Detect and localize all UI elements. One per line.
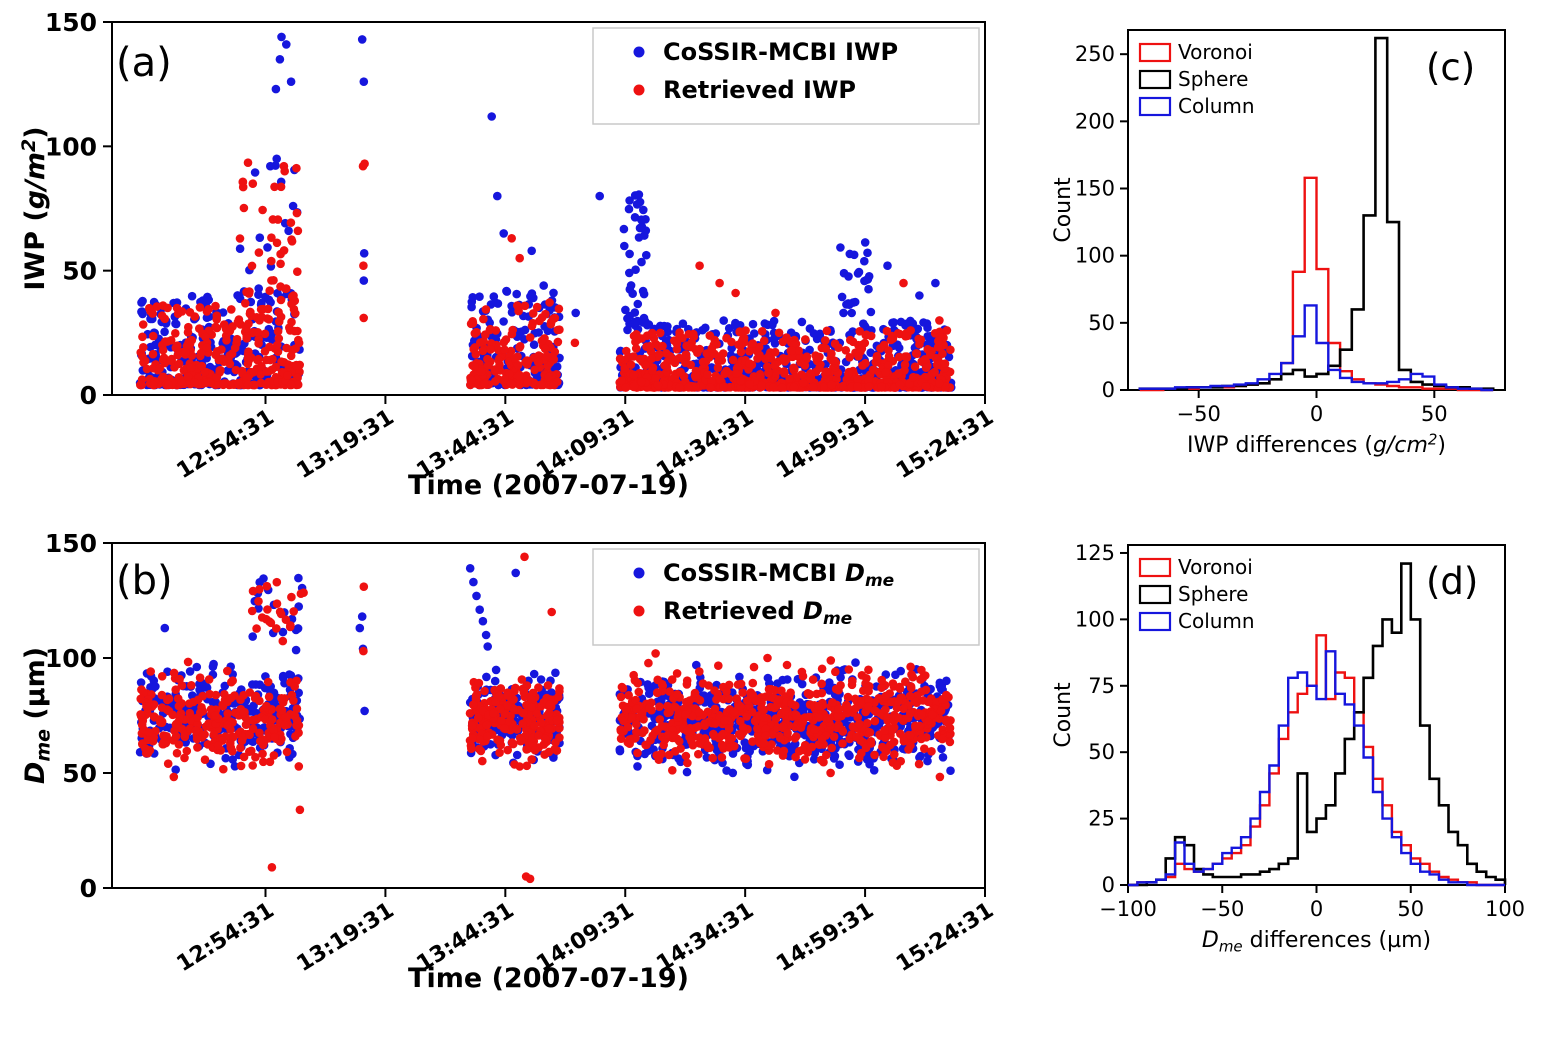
panel-a-points-red: [136, 158, 955, 392]
svg-text:100: 100: [1075, 607, 1115, 631]
svg-text:12:54:31: 12:54:31: [173, 405, 279, 484]
svg-text:Column: Column: [1178, 609, 1255, 633]
svg-text:IWP differences (g/cm2): IWP differences (g/cm2): [1187, 431, 1446, 459]
svg-text:Sphere: Sphere: [1178, 67, 1248, 91]
svg-text:14:59:31: 14:59:31: [772, 405, 878, 484]
svg-text:150: 150: [1075, 177, 1115, 201]
panel-d-axes: 0 25 50 75 100 125 −100 −50 0 50 100: [1075, 541, 1525, 921]
panel-d-series-sphere: [1128, 562, 1507, 887]
svg-text:−50: −50: [1177, 402, 1221, 426]
svg-text:12:54:31: 12:54:31: [173, 898, 279, 977]
svg-text:50: 50: [1421, 402, 1448, 426]
panel-b-points-red: [136, 552, 955, 884]
svg-text:13:19:31: 13:19:31: [293, 898, 399, 977]
svg-text:Retrieved Dme: Retrieved Dme: [663, 597, 852, 629]
panel-label-c: (c): [1426, 46, 1476, 89]
svg-text:50: 50: [62, 257, 97, 286]
svg-text:0: 0: [1102, 378, 1115, 402]
svg-text:75: 75: [1088, 674, 1115, 698]
svg-text:IWP (g/m2): IWP (g/m2): [18, 126, 51, 290]
svg-text:CoSSIR-MCBI IWP: CoSSIR-MCBI IWP: [663, 38, 898, 66]
svg-text:25: 25: [1088, 807, 1115, 831]
svg-text:Sphere: Sphere: [1178, 582, 1248, 606]
svg-text:50: 50: [62, 759, 97, 788]
svg-text:150: 150: [45, 529, 97, 558]
svg-text:150: 150: [45, 8, 97, 37]
svg-text:0: 0: [80, 381, 97, 410]
panel-b-legend: CoSSIR-MCBI Dme Retrieved Dme: [592, 548, 980, 646]
svg-text:Dme (µm): Dme (µm): [20, 647, 54, 784]
svg-text:Count: Count: [1051, 177, 1076, 243]
svg-text:Voronoi: Voronoi: [1178, 555, 1253, 579]
svg-text:0: 0: [1102, 873, 1115, 897]
svg-text:100: 100: [45, 644, 97, 673]
svg-text:250: 250: [1075, 42, 1115, 66]
svg-text:0: 0: [1310, 402, 1323, 426]
svg-text:100: 100: [1485, 897, 1525, 921]
panel-c-legend: Voronoi Sphere Column: [1138, 40, 1255, 118]
svg-text:0: 0: [1310, 897, 1323, 921]
panel-c: 0 50 100 150 200 250 −50 0 50 IWP differences (g/…: [1051, 29, 1506, 459]
svg-text:125: 125: [1075, 541, 1115, 565]
svg-text:200: 200: [1075, 109, 1115, 133]
svg-text:50: 50: [1397, 897, 1424, 921]
svg-text:Count: Count: [1051, 682, 1076, 748]
svg-text:Time (2007-07-19): Time (2007-07-19): [408, 963, 689, 994]
panel-label-d: (d): [1426, 560, 1479, 603]
panel-label-a: (a): [116, 40, 172, 86]
svg-text:15:24:31: 15:24:31: [892, 405, 998, 484]
svg-text:14:59:31: 14:59:31: [772, 898, 878, 977]
svg-text:13:19:31: 13:19:31: [293, 405, 399, 484]
panel-c-series-column: [1138, 304, 1494, 392]
panel-label-b: (b): [116, 558, 173, 604]
svg-text:Column: Column: [1178, 94, 1255, 118]
svg-text:CoSSIR-MCBI Dme: CoSSIR-MCBI Dme: [663, 559, 894, 591]
panel-a-legend: CoSSIR-MCBI IWP Retrieved IWP: [592, 27, 980, 125]
svg-text:Time (2007-07-19): Time (2007-07-19): [408, 470, 689, 501]
svg-text:50: 50: [1088, 740, 1115, 764]
svg-text:15:24:31: 15:24:31: [892, 898, 998, 977]
svg-text:0: 0: [80, 874, 97, 903]
svg-text:50: 50: [1088, 311, 1115, 335]
svg-text:Dme differences (µm): Dme differences (µm): [1202, 928, 1431, 955]
svg-text:100: 100: [45, 132, 97, 161]
svg-text:100: 100: [1075, 244, 1115, 268]
panel-d-series-column: [1128, 650, 1505, 887]
panel-d-legend: Voronoi Sphere Column: [1138, 555, 1255, 633]
panel-d: 0 25 50 75 100 125 −100 −50 0 50 100 Dme difference…: [1051, 541, 1525, 955]
panel-c-series-voronoi: [1139, 176, 1494, 392]
svg-text:Voronoi: Voronoi: [1178, 40, 1253, 64]
svg-text:Retrieved IWP: Retrieved IWP: [663, 76, 856, 104]
svg-text:−50: −50: [1200, 897, 1244, 921]
panel-c-axes: 0 50 100 150 200 250 −50 0 50: [1075, 42, 1448, 426]
svg-text:−100: −100: [1099, 897, 1157, 921]
